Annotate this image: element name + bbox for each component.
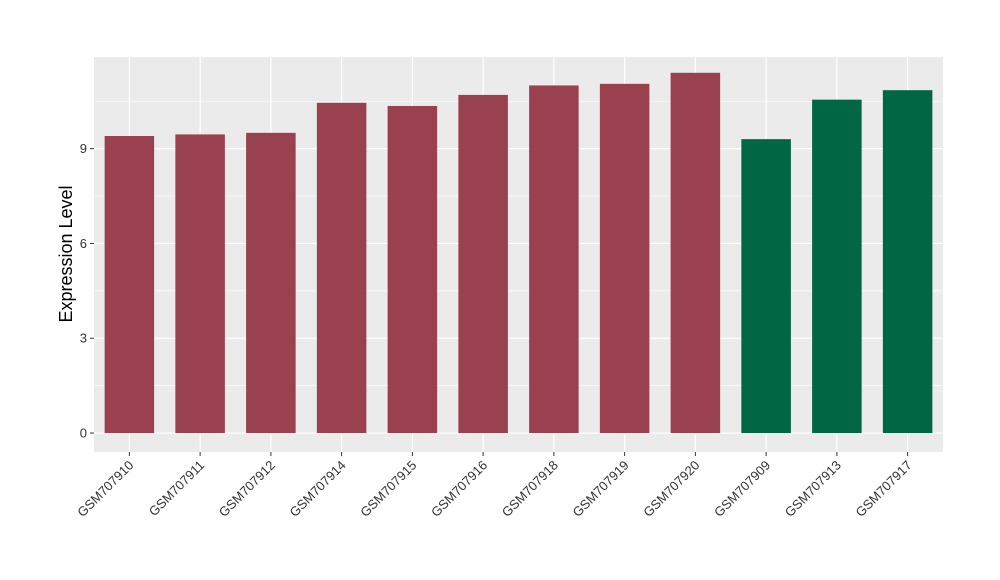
x-tick-label: GSM707915 [357,458,419,520]
bar-GSM707912 [246,132,296,434]
x-tick-label: GSM707911 [146,458,208,520]
bar-GSM707919 [599,83,650,434]
x-tick-label: GSM707914 [287,458,349,520]
x-tick-label: GSM707918 [499,458,561,520]
x-tick-label: GSM707916 [428,458,490,520]
x-tick-label: GSM707919 [570,458,632,520]
bars-layer [104,72,933,434]
x-tick-label: GSM707910 [74,458,136,520]
x-tick-label: GSM707912 [216,458,278,520]
bar-GSM707910 [104,136,155,434]
y-axis: 0 3 6 9 [80,141,94,441]
bar-GSM707915 [387,105,438,434]
x-tick-label: GSM707917 [853,458,915,520]
bar-GSM707914 [316,102,367,434]
bar-GSM707917 [882,90,933,434]
y-tick-label: 3 [80,331,87,346]
y-tick-label: 0 [80,426,87,441]
x-tick-label: GSM707909 [711,458,773,520]
bar-GSM707913 [812,99,862,434]
plot-panel [94,57,943,452]
minor-gridlines [94,100,943,386]
bar-GSM707920 [670,72,721,434]
bar-GSM707909 [741,139,791,434]
y-axis-title: Expression Level [56,185,76,322]
y-tick-label: 9 [80,141,87,156]
x-axis: GSM707910 GSM707911 GSM707912 GSM707914 GSM7… [74,452,915,520]
bar-GSM707911 [175,134,225,434]
bar-GSM707916 [458,94,508,434]
x-tick-label: GSM707920 [640,458,702,520]
x-tick-label: GSM707913 [782,458,844,520]
bar-GSM707918 [529,85,579,434]
y-tick-label: 6 [80,236,87,251]
